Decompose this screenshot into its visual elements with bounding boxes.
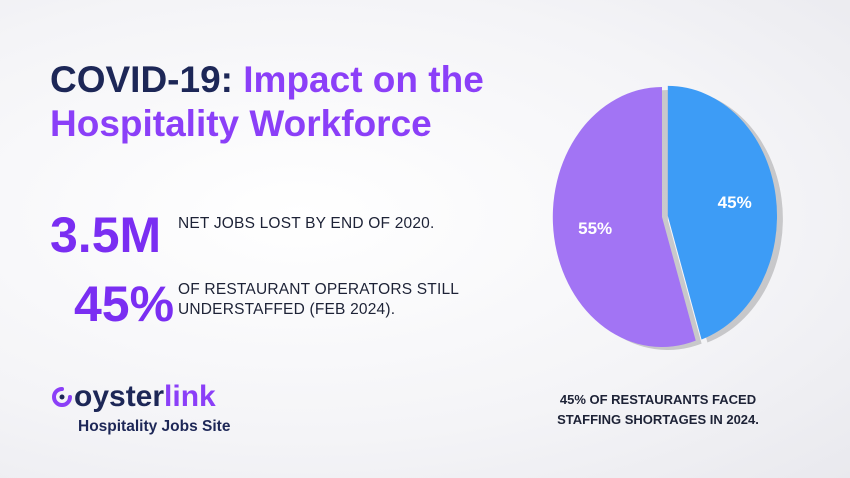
- stat-text: OF RESTAURANT OPERATORS STILL UNDERSTAFF…: [178, 281, 459, 318]
- pie-slice: [667, 85, 778, 340]
- stat-text: NET JOBS LOST BY END OF 2020.: [178, 215, 435, 232]
- pie-value-label: 55%: [578, 219, 612, 238]
- brand-tagline: Hospitality Jobs Site: [78, 418, 231, 435]
- headline-lead: COVID-19:: [50, 59, 233, 100]
- brand-icon: [52, 387, 72, 407]
- pie-slice-group: [667, 85, 783, 343]
- pie-slice: [552, 87, 696, 347]
- pie-value-label: 45%: [718, 193, 752, 212]
- stat-figure: 45%: [74, 276, 175, 332]
- headline: COVID-19: Impact on the Hospitality Work…: [50, 58, 520, 146]
- brand-tail: link: [164, 380, 216, 413]
- brand-lead: oyster: [74, 380, 165, 413]
- pie-slice-group: [552, 87, 702, 350]
- pie-group: [552, 85, 783, 350]
- stat-figure: 3.5M: [50, 207, 162, 263]
- headline-rest: Impact on the Hospitality Workforce: [50, 59, 484, 144]
- chart-caption: 45% OF RESTAURANTS FACED STAFFING SHORTA…: [557, 392, 759, 427]
- brand-name: oysterlink: [74, 380, 216, 414]
